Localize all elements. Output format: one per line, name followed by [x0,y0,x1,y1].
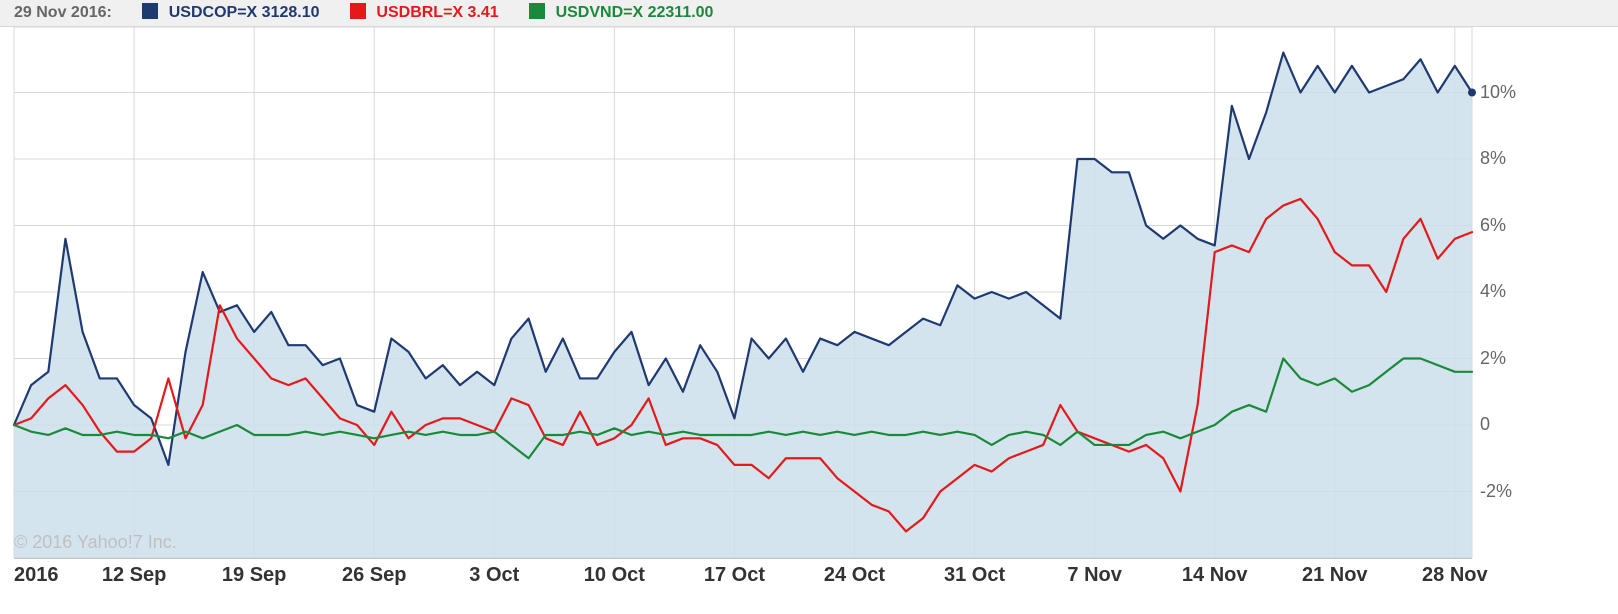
x-tick-label: 10 Oct [584,564,645,587]
y-tick-label: 2% [1480,348,1506,369]
x-tick-label: 28 Nov [1422,564,1488,587]
x-tick-label: 26 Sep [342,564,406,587]
chart-header: 29 Nov 2016: USDCOP=X 3128.10 USDBRL=X 3… [0,0,1618,27]
x-tick-label: 17 Oct [704,564,765,587]
header-date: 29 Nov 2016: [14,4,112,21]
y-tick-label: -2% [1480,481,1512,502]
y-tick-label: 4% [1480,281,1506,302]
y-tick-label: 0 [1480,414,1490,435]
x-tick-label: 7 Nov [1067,564,1121,587]
legend-usdvnd: USDVND=X 22311.00 [556,4,714,21]
x-tick-label: 21 Nov [1302,564,1368,587]
x-tick-label: 3 Oct [469,564,519,587]
x-tick-label: 31 Oct [944,564,1005,587]
currency-chart: 29 Nov 2016: USDCOP=X 3128.10 USDBRL=X 3… [0,0,1618,614]
legend-usdbrl: USDBRL=X 3.41 [376,4,498,21]
x-tick-label: 24 Oct [824,564,885,587]
y-tick-label: 8% [1480,148,1506,169]
y-tick-label: 6% [1480,215,1506,236]
x-tick-label: 12 Sep [102,564,166,587]
swatch-usdvnd [529,3,545,19]
plot-svg [0,26,1618,614]
x-tick-label: 19 Sep [222,564,286,587]
legend-usdcop: USDCOP=X 3128.10 [169,4,320,21]
copyright-text: © 2016 Yahoo!7 Inc. [14,532,177,553]
swatch-usdbrl [350,3,366,19]
swatch-usdcop [142,3,158,19]
plot-area: © 2016 Yahoo!7 Inc. -2% 0 2% 4% 6% 8% 10% 2016… [0,26,1618,614]
x-tick-label: 2016 [14,564,59,587]
x-tick-label: 14 Nov [1182,564,1248,587]
y-tick-label: 10% [1480,82,1516,103]
